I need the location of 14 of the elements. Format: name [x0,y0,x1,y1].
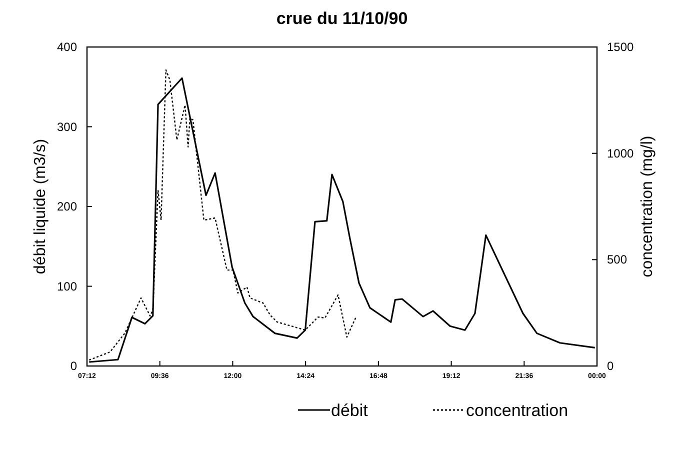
y-tick-label: 400 [56,40,78,54]
y2-tick-label: 1500 [607,40,634,54]
legend-label: concentration [466,401,568,420]
legend-label: débit [331,401,368,420]
y2-tick-label: 0 [607,359,614,373]
chart-title: crue du 11/10/90 [276,9,408,28]
y-tick-label: 100 [56,279,78,294]
y-axis-title: débit liquide (m3/s) [32,138,49,274]
y2-tick-label: 1000 [607,146,634,160]
y2-tick-label: 500 [607,252,628,267]
y-tick-label: 200 [56,200,78,214]
y2-axis-title: concentration (mg/l) [639,136,656,278]
y-tick-label: 300 [56,120,78,134]
y-tick-label: 0 [70,359,78,373]
